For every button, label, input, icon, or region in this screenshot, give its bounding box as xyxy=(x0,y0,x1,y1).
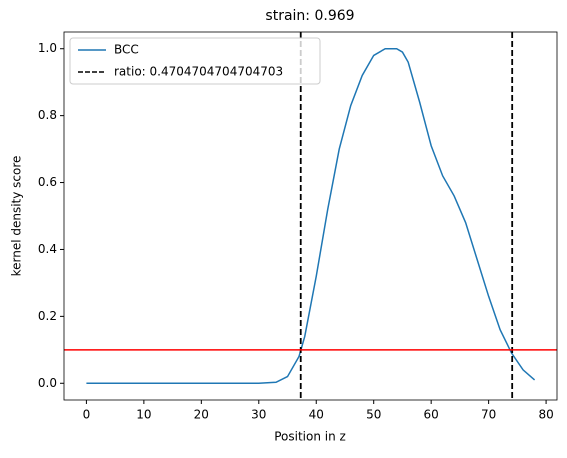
x-tick-label: 60 xyxy=(424,408,439,422)
y-tick-label: 0.6 xyxy=(38,175,57,189)
y-tick-label: 0.2 xyxy=(38,309,57,323)
x-tick-label: 50 xyxy=(366,408,381,422)
x-tick-label: 70 xyxy=(481,408,496,422)
x-tick-label: 10 xyxy=(136,408,151,422)
x-tick-label: 30 xyxy=(251,408,266,422)
data-line xyxy=(86,47,536,385)
x-tick-label: 0 xyxy=(83,408,91,422)
plot-frame xyxy=(63,31,558,401)
y-tick-label: 0.4 xyxy=(38,242,57,256)
legend-box xyxy=(69,37,321,85)
x-tick-label: 20 xyxy=(194,408,209,422)
y-tick-label: 0.8 xyxy=(38,108,57,122)
legend-label: ratio: 0.4704704704704703 xyxy=(114,65,283,79)
chart-title: strain: 0.969 xyxy=(265,8,354,24)
y-tick-label: 0.0 xyxy=(38,376,57,390)
y-axis-label: kernel density score xyxy=(10,156,24,277)
y-tick-label: 1.0 xyxy=(38,41,57,55)
x-tick-label: 80 xyxy=(538,408,553,422)
x-axis-label: Position in z xyxy=(274,430,346,444)
x-tick-label: 40 xyxy=(309,408,324,422)
legend-label: BCC xyxy=(114,43,139,57)
